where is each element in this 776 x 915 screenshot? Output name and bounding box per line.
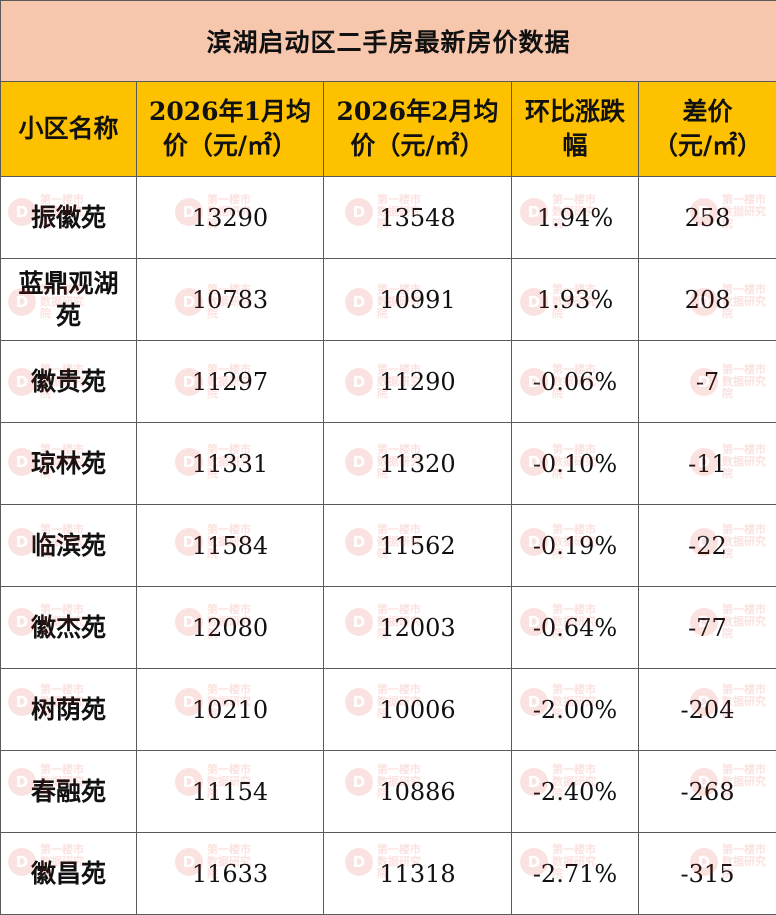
feb-price-cell: 10991 [324,259,512,341]
community-name-cell: 徽杰苑 [1,587,137,669]
community-name-line: 徽杰苑 [7,612,130,644]
mom-change-cell: -0.06% [512,341,639,423]
community-name-line: 蓝鼎观湖 [7,268,130,300]
header-feb-price: 2026年2月均价（元/㎡） [324,82,512,177]
community-name-line: 徽贵苑 [7,366,130,398]
community-name-cell: 树荫苑 [1,669,137,751]
header-line: 环比涨跌 [512,95,638,129]
mom-change-cell: -0.19% [512,505,639,587]
community-name-line: 树荫苑 [7,694,130,726]
feb-price-cell: 12003 [324,587,512,669]
header-line: 2026年2月均 [324,95,511,129]
header-line: 价（元/㎡） [324,129,511,163]
mom-change-cell: -0.64% [512,587,639,669]
mom-change-cell: -2.00% [512,669,639,751]
mom-change-cell: -2.71% [512,833,639,915]
feb-price-cell: 11318 [324,833,512,915]
jan-price-cell: 13290 [137,177,324,259]
price-diff-cell: -315 [639,833,776,915]
feb-price-cell: 11320 [324,423,512,505]
community-name-line: 临滨苑 [7,530,130,562]
price-diff-cell: 258 [639,177,776,259]
community-name-cell: 临滨苑 [1,505,137,587]
community-name-cell: 振徽苑 [1,177,137,259]
jan-price-cell: 11154 [137,751,324,833]
mom-change-cell: 1.94% [512,177,639,259]
community-name-cell: 蓝鼎观湖苑 [1,259,137,341]
jan-price-cell: 10783 [137,259,324,341]
jan-price-cell: 11633 [137,833,324,915]
header-line: 差价 [639,95,776,129]
jan-price-cell: 12080 [137,587,324,669]
header-price-diff: 差价（元/㎡） [639,82,776,177]
feb-price-cell: 11290 [324,341,512,423]
table-title: 滨湖启动区二手房最新房价数据 [1,1,776,82]
price-diff-cell: -7 [639,341,776,423]
community-name-cell: 徽昌苑 [1,833,137,915]
community-name-cell: 徽贵苑 [1,341,137,423]
mom-change-cell: 1.93% [512,259,639,341]
community-name-line: 苑 [7,300,130,332]
price-diff-cell: 208 [639,259,776,341]
price-diff-cell: -204 [639,669,776,751]
jan-price-cell: 11297 [137,341,324,423]
community-name-line: 徽昌苑 [7,858,130,890]
price-diff-cell: -11 [639,423,776,505]
jan-price-cell: 10210 [137,669,324,751]
mom-change-cell: -0.10% [512,423,639,505]
community-name-line: 振徽苑 [7,202,130,234]
feb-price-cell: 10886 [324,751,512,833]
header-community-name: 小区名称 [1,82,137,177]
jan-price-cell: 11331 [137,423,324,505]
feb-price-cell: 13548 [324,177,512,259]
header-line: 2026年1月均 [137,95,323,129]
community-name-cell: 春融苑 [1,751,137,833]
price-diff-cell: -77 [639,587,776,669]
header-line: （元/㎡） [639,129,776,163]
price-diff-cell: -268 [639,751,776,833]
mom-change-cell: -2.40% [512,751,639,833]
community-name-line: 春融苑 [7,776,130,808]
header-line: 小区名称 [1,112,136,146]
header-jan-price: 2026年1月均价（元/㎡） [137,82,324,177]
feb-price-cell: 11562 [324,505,512,587]
community-name-line: 琼林苑 [7,448,130,480]
jan-price-cell: 11584 [137,505,324,587]
header-mom-change: 环比涨跌幅 [512,82,639,177]
header-line: 幅 [512,129,638,163]
price-diff-cell: -22 [639,505,776,587]
header-line: 价（元/㎡） [137,129,323,163]
feb-price-cell: 10006 [324,669,512,751]
community-name-cell: 琼林苑 [1,423,137,505]
